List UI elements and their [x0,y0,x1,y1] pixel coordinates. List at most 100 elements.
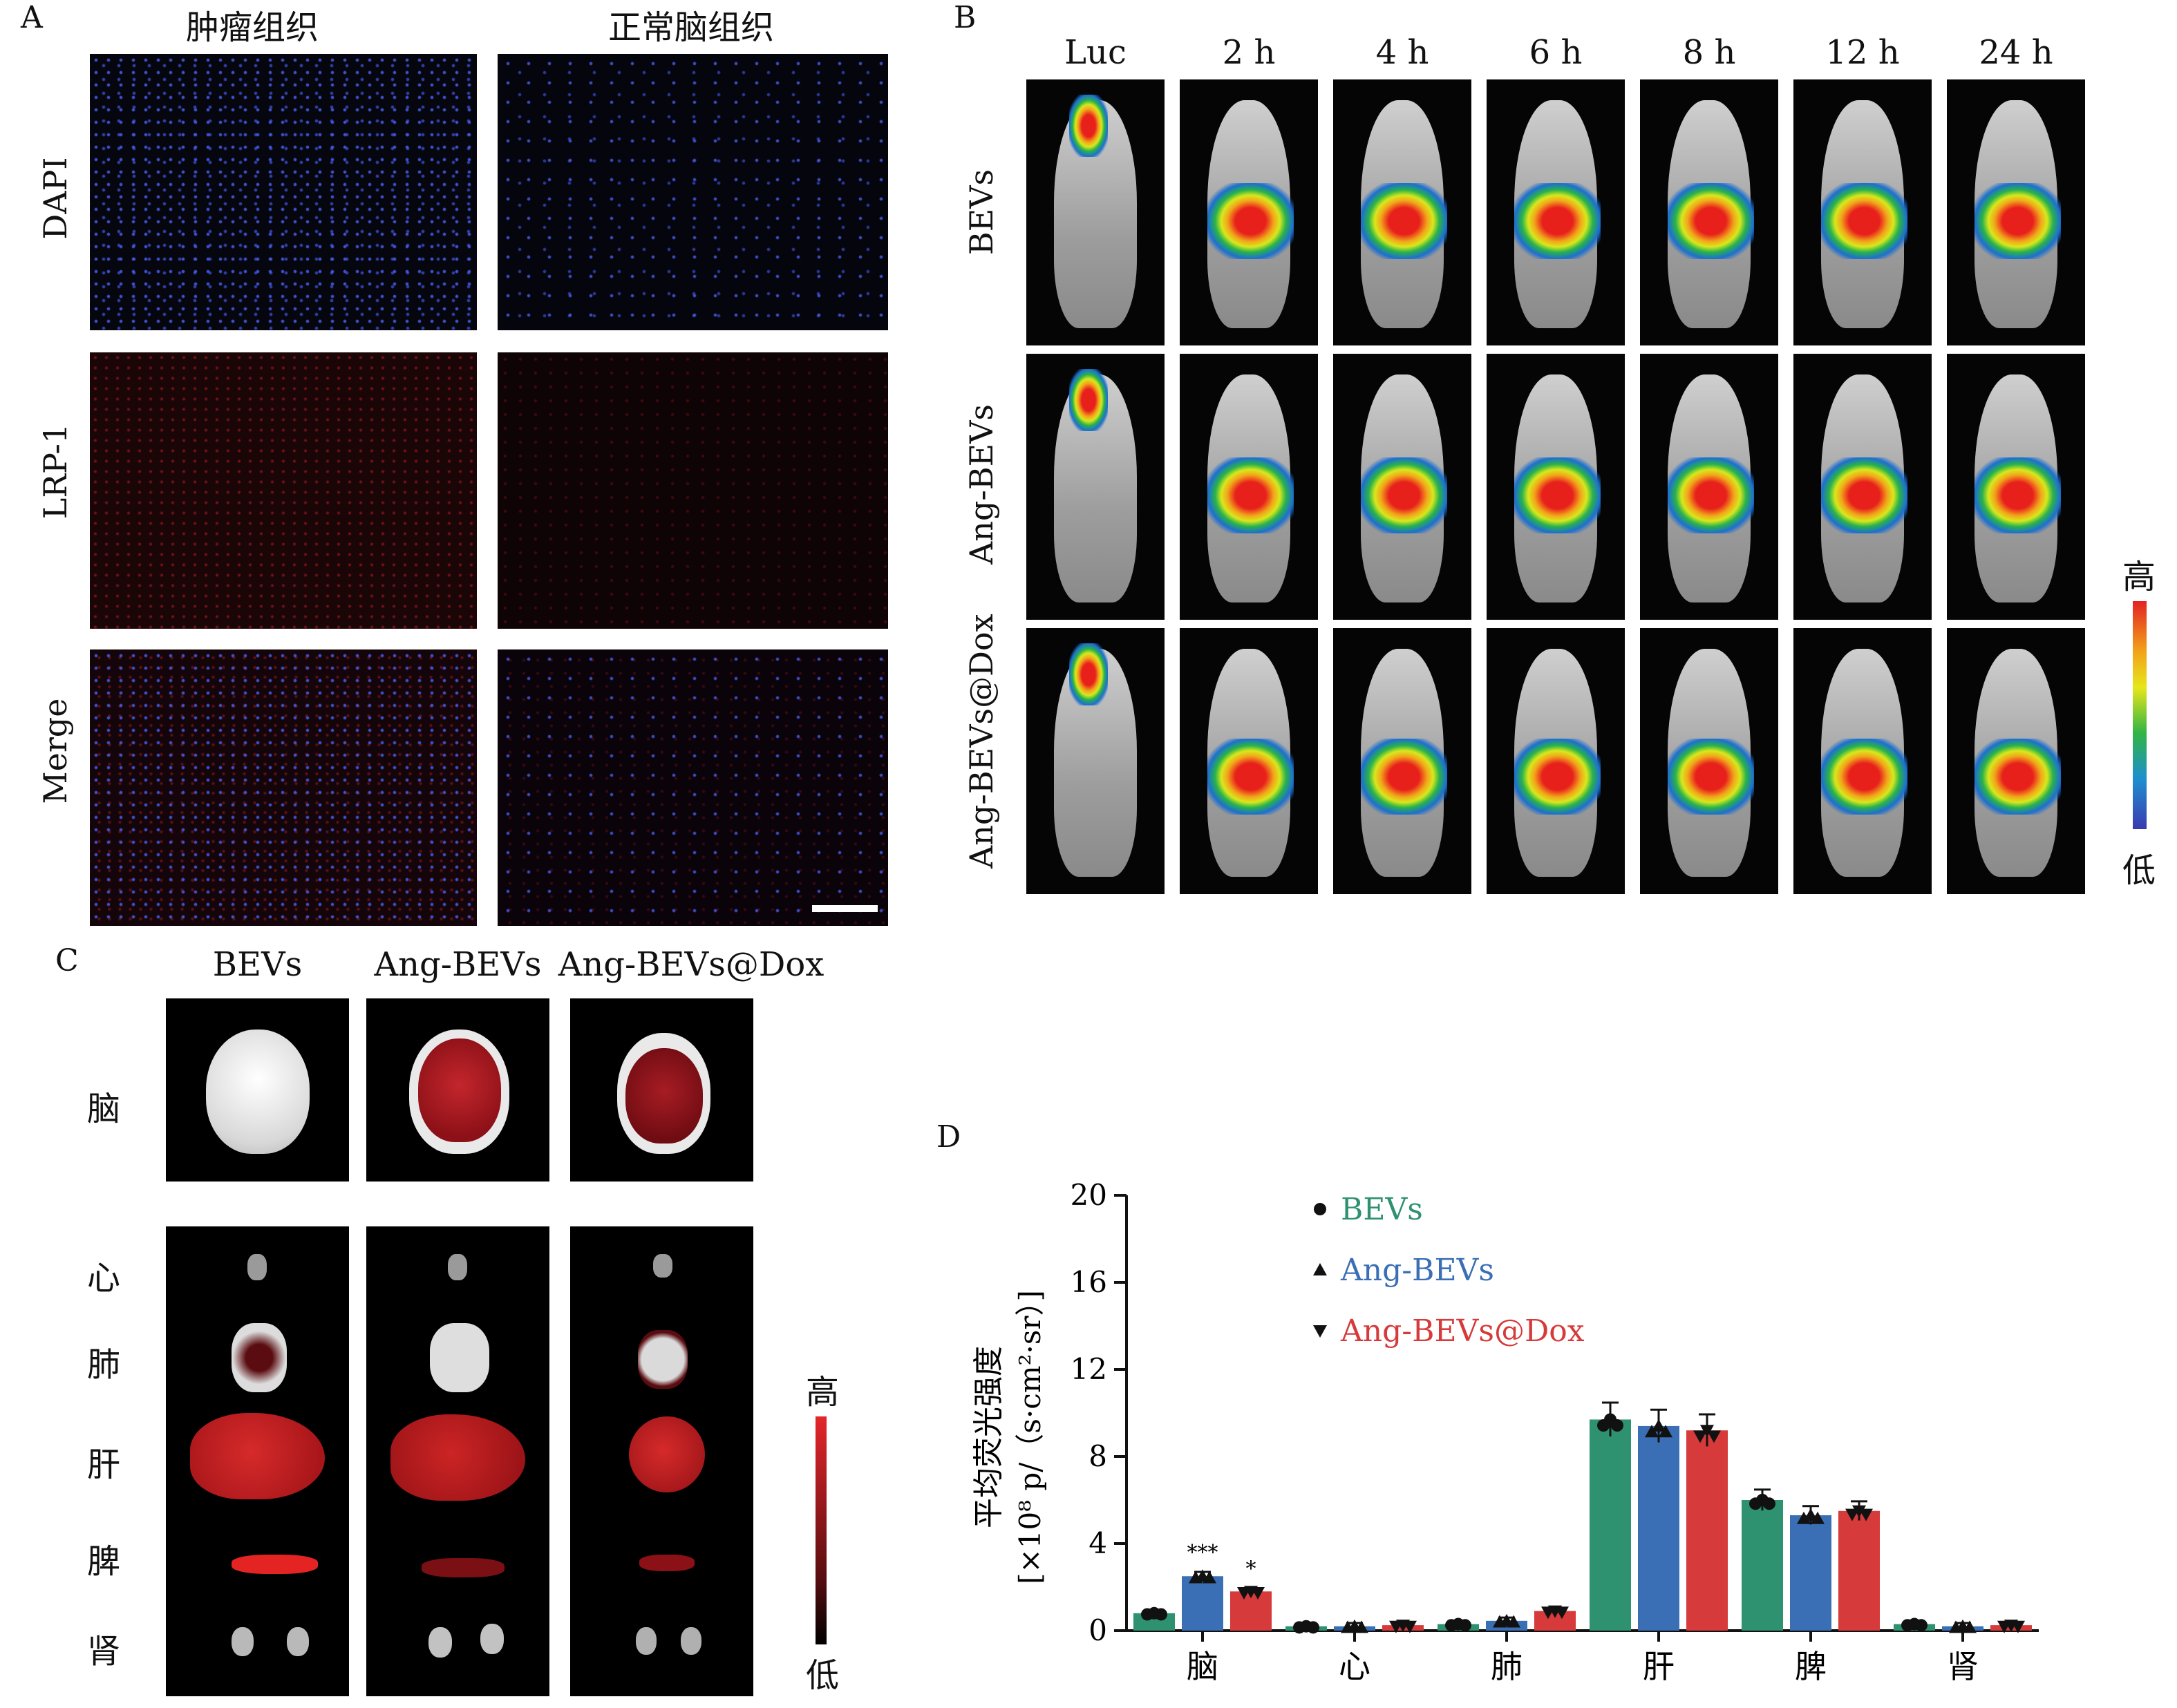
panel-c-organs-bevs [166,1226,349,1696]
panel-b-row-bevs: BEVs [963,169,1000,256]
panel-a-row-merge: Merge [37,698,74,804]
legend-label: Ang-BEVs@Dox [1340,1313,1585,1349]
data-point [1763,1497,1775,1510]
data-point [1645,1425,1659,1438]
y-tick-label: 16 [1071,1265,1107,1299]
panel-c-organs-ang-bevs [366,1226,549,1696]
panel-c-letter: C [55,943,79,978]
panel-b-colorbar [2133,601,2147,829]
panel-b-mouse-image [1487,628,1625,894]
bar [1742,1500,1783,1631]
panel-c-col-bevs: BEVs [212,945,303,984]
legend-label: Ang-BEVs [1340,1253,1494,1288]
legend-marker [1313,1325,1327,1338]
panel-b-row-ang-bevs-dox: Ang-BEVs@Dox [963,614,1000,869]
x-tick-label: 肝 [1643,1648,1675,1685]
panel-b-mouse-image [1640,79,1778,345]
panel-b-mouse-image [1947,79,2085,345]
panel-b-col-label: 24 h [1979,33,2053,72]
panel-c-colorbar-high: 高 [805,1373,839,1412]
data-point [1611,1419,1623,1432]
panel-b-mouse-image [1333,628,1471,894]
panel-b-row-ang-bevs: Ang-BEVs [963,404,1000,564]
x-tick-label: 脾 [1795,1648,1827,1685]
bar [1838,1510,1880,1631]
organ-label-lung: 肺 [86,1345,120,1384]
panel-b-mouse-image [1026,354,1165,620]
data-point [1507,1615,1520,1628]
y-axis-label-line1: 平均荧光强度 [971,1346,1006,1528]
data-point [1659,1425,1672,1438]
panel-b-col-label: 2 h [1222,33,1276,72]
data-point [1915,1619,1928,1632]
panel-b-mouse-image [1180,354,1318,620]
organ-label-heart: 心 [86,1259,120,1298]
panel-b-col-label: 4 h [1375,33,1429,72]
panel-c-col-ang-bevs-dox: Ang-BEVs@Dox [558,945,824,984]
data-point [1707,1430,1721,1443]
data-point [2011,1620,2025,1633]
legend-label: BEVs [1341,1192,1423,1227]
bar [1790,1515,1831,1631]
panel-b-col-label: 8 h [1682,33,1736,72]
legend-marker [1313,1263,1327,1275]
x-tick-label: 肺 [1491,1648,1523,1685]
y-tick-label: 4 [1088,1526,1107,1560]
bar [1686,1430,1728,1631]
data-point [1203,1571,1216,1584]
panel-b-mouse-image [1026,628,1165,894]
panel-b-col-label: Luc [1064,33,1127,72]
organ-label-liver: 肝 [86,1445,120,1484]
data-point [1555,1606,1569,1620]
panel-b-mouse-image [1793,628,1932,894]
data-point [1251,1586,1265,1600]
panel-a-col-tumor: 肿瘤组织 [185,8,319,47]
panel-a-letter: A [21,0,43,35]
panel-b-mouse-image [1793,79,1932,345]
panel-a-row-lrp1: LRP-1 [37,423,74,520]
organ-label-spleen: 脾 [86,1542,120,1581]
panel-b-mouse-image [1180,628,1318,894]
panel-b-mouse-image [1026,79,1165,345]
data-point [1963,1620,1977,1633]
data-point [1355,1620,1368,1633]
panel-c-colorbar-low: 低 [805,1656,839,1695]
panel-b-mouse-image [1487,354,1625,620]
panel-b-letter: B [954,0,977,35]
panel-a-merge-normal [498,649,888,926]
panel-a-row-dapi: DAPI [37,157,74,240]
chart-axes: 0 4 8 12 16 20 脑 心 肺 肝 脾 肾 [1071,1178,2039,1685]
panel-d-letter: D [936,1119,961,1155]
x-tick-label: 心 [1339,1648,1370,1685]
panel-b-mouse-image [1793,354,1932,620]
chart-legend: BEVs Ang-BEVs Ang-BEVs@Dox [1313,1192,1585,1349]
panel-b-mouse-image [1640,354,1778,620]
panel-b-colorbar-low: 低 [2122,851,2156,890]
panel-c-brain-bevs [166,998,349,1182]
legend-marker [1314,1203,1326,1215]
data-point [1155,1608,1167,1621]
panel-b-col-label: 12 h [1825,33,1900,72]
y-tick-label: 12 [1071,1352,1107,1386]
panel-b-colorbar-high: 高 [2122,558,2156,596]
panel-a-lrp1-normal [498,352,888,629]
panel-c-brain-ang-bevs-dox [570,998,753,1182]
data-point [1845,1508,1859,1521]
panel-b-mouse-image [1947,354,2085,620]
bar [1182,1576,1223,1631]
panel-a-dapi-tumor [90,54,477,330]
bar [1638,1425,1679,1631]
scale-bar [812,905,878,912]
panel-b-col-label: 6 h [1529,33,1583,72]
data-point [1403,1620,1417,1633]
x-tick-label: 肾 [1947,1648,1979,1685]
panel-b-mouse-image [1333,79,1471,345]
panel-a-col-normal: 正常脑组织 [607,8,774,47]
panel-c-brain-label: 脑 [86,1090,120,1128]
panel-c-col-ang-bevs: Ang-BEVs [374,945,542,984]
panel-b-mouse-image [1333,354,1471,620]
panel-c-organs-ang-bevs-dox [570,1226,753,1696]
panel-c-colorbar [816,1416,827,1644]
chart-bars: **** [1133,1401,2032,1634]
panel-b-mouse-image [1947,628,2085,894]
